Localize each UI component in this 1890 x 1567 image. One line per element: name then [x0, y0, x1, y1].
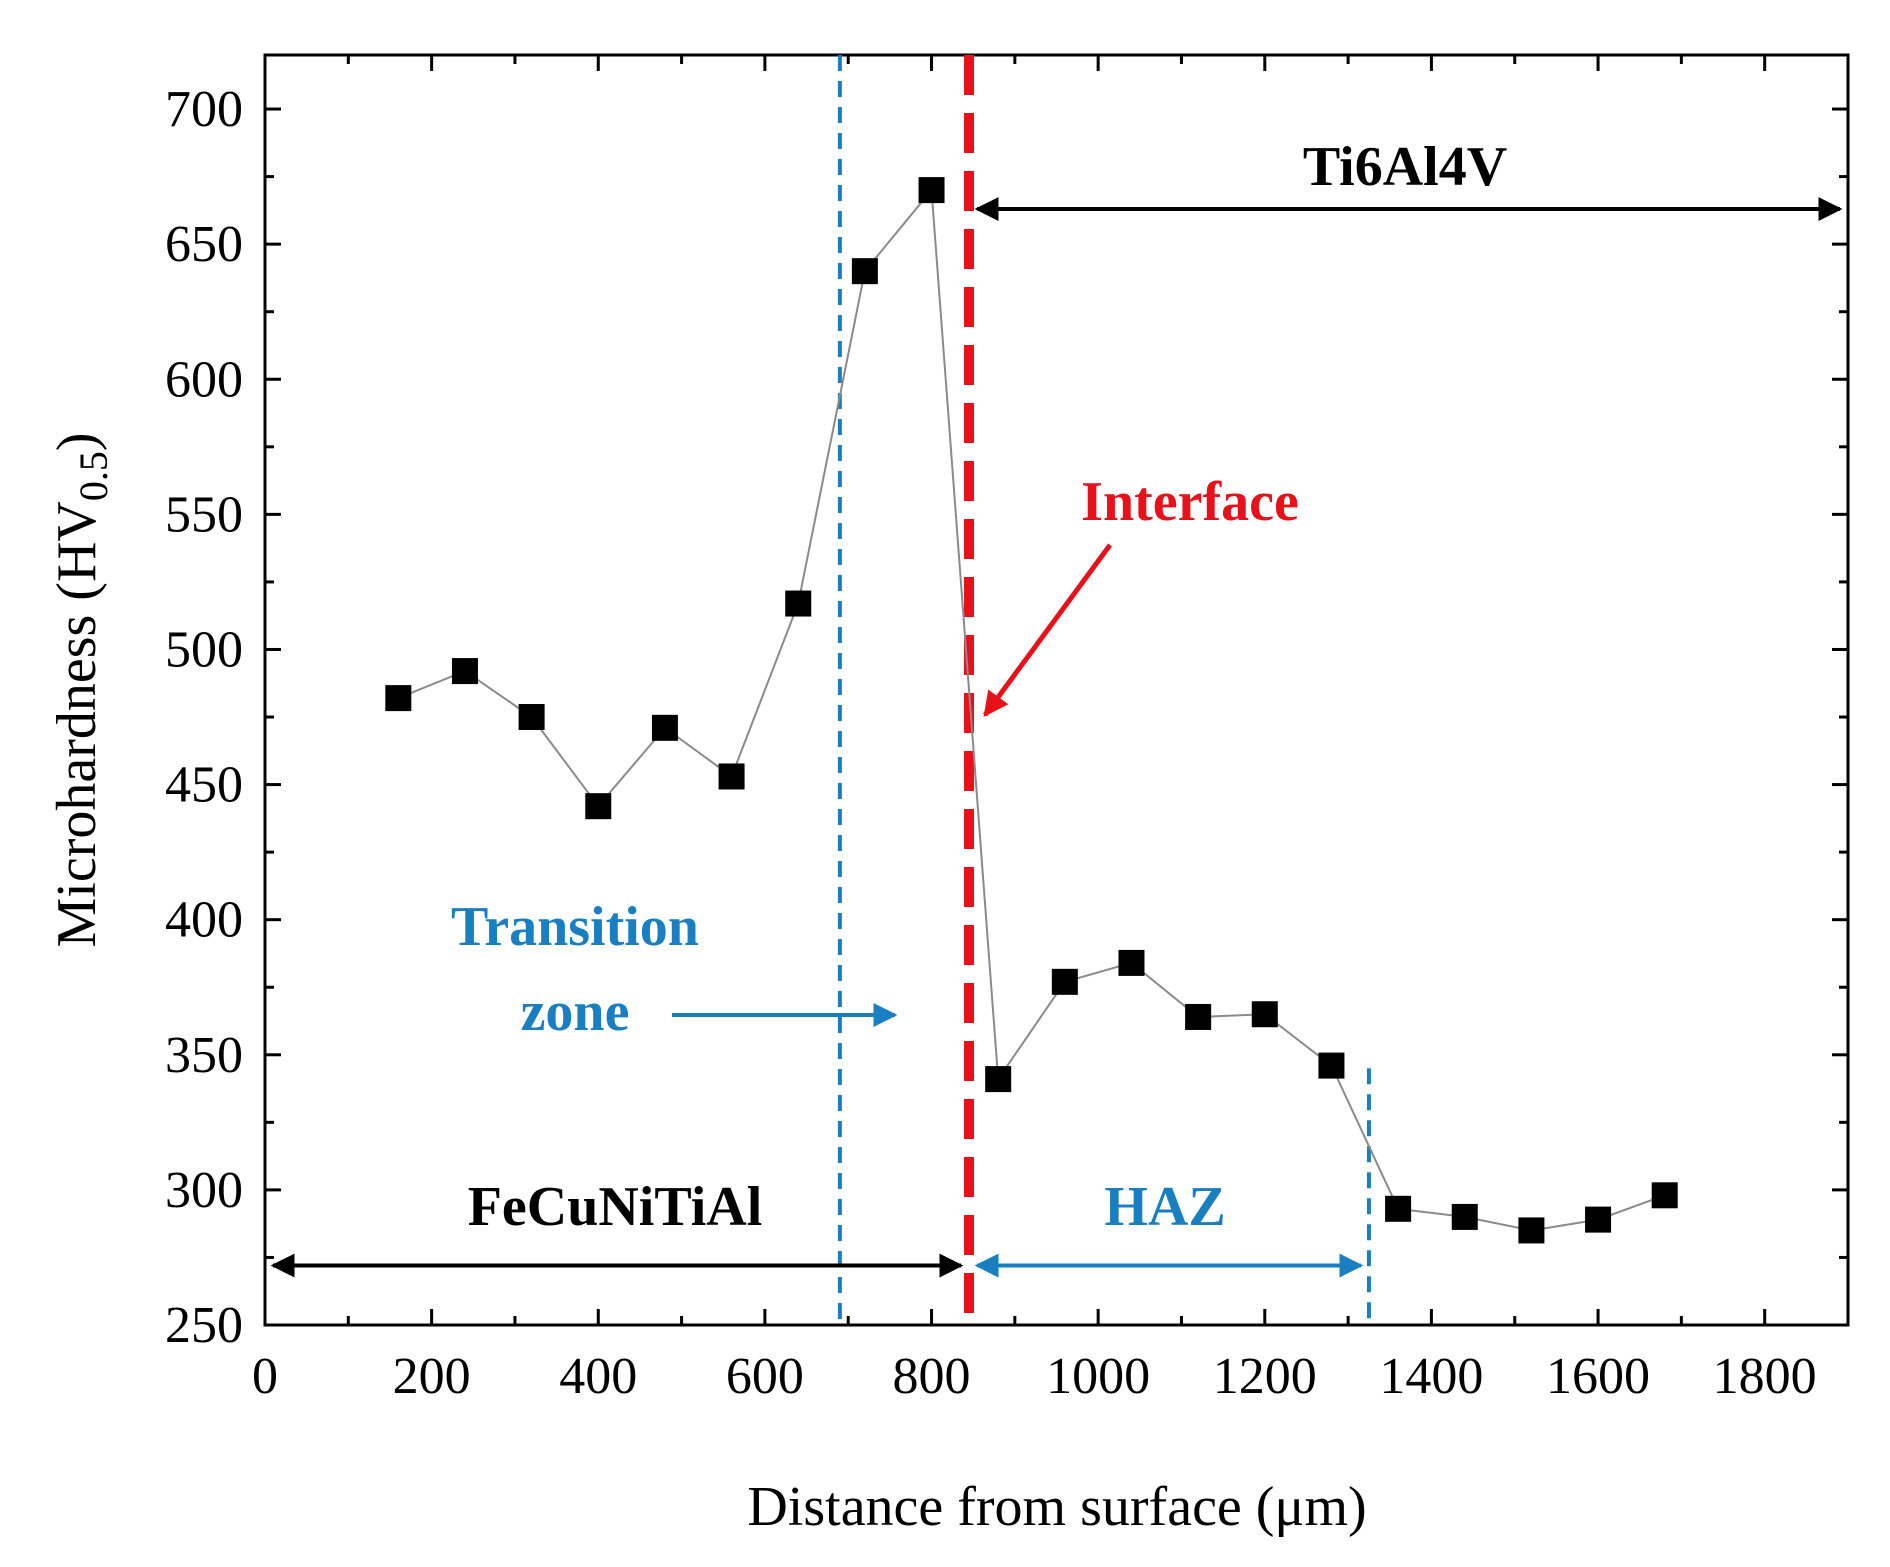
data-point: [1185, 1003, 1212, 1030]
y-tick-label: 550: [165, 486, 243, 543]
data-point: [1451, 1203, 1478, 1230]
y-tick-label: 700: [165, 81, 243, 138]
x-tick-label: 0: [252, 1348, 278, 1405]
data-point: [1051, 968, 1078, 995]
x-tick-label: 1600: [1546, 1348, 1650, 1405]
data-point: [851, 258, 878, 285]
range-arrows: [270, 197, 1843, 1278]
data-point: [585, 793, 612, 820]
data-point: [1118, 949, 1145, 976]
ti6al4v-label: Ti6Al4V: [1303, 136, 1507, 198]
x-tick-label: 1000: [1046, 1348, 1150, 1405]
y-tick-label: 650: [165, 216, 243, 273]
reference-lines: [837, 55, 1371, 1325]
x-axis-ticks: 0 200 400 600 800 1000 1200 1400 1600 1800: [252, 55, 1850, 1405]
data-point: [651, 714, 678, 741]
x-tick-label: 800: [893, 1348, 971, 1405]
y-tick-label: 450: [165, 757, 243, 814]
y-axis-title-close: ): [46, 433, 108, 452]
interface-label: Interface: [1081, 471, 1299, 533]
interface-arrow: [982, 543, 1113, 718]
data-point: [1385, 1195, 1412, 1222]
y-axis-title-subscript: 0.5: [71, 451, 116, 501]
y-tick-label: 500: [165, 621, 243, 678]
x-tick-label: 600: [726, 1348, 804, 1405]
transition-zone-label-line1: Transition: [451, 896, 699, 958]
data-point: [385, 685, 412, 712]
y-tick-label: 600: [165, 351, 243, 408]
y-tick-label: 300: [165, 1162, 243, 1219]
y-axis-title: Microhardness (HV0.5): [46, 433, 116, 948]
y-axis-ticks: 250 300 350 400 450 500 550 600 650 700: [165, 81, 1848, 1354]
data-point: [1318, 1052, 1345, 1079]
data-point: [1651, 1182, 1678, 1209]
y-tick-label: 350: [165, 1027, 243, 1084]
data-point: [518, 704, 545, 731]
x-tick-label: 200: [393, 1348, 471, 1405]
y-tick-label: 400: [165, 892, 243, 949]
x-tick-label: 400: [559, 1348, 637, 1405]
data-point: [1585, 1206, 1612, 1233]
transition-zone-label-line2: zone: [521, 981, 630, 1043]
data-point: [918, 177, 945, 204]
data-point: [1518, 1217, 1545, 1244]
x-axis-title: Distance from surface (μm): [747, 1476, 1366, 1538]
series-line: [397, 187, 1666, 1232]
data-markers: [385, 177, 1678, 1244]
data-point: [451, 658, 478, 685]
fecuniti-label: FeCuNiTiAl: [468, 1176, 763, 1238]
y-axis-title-main: Microhardness (HV: [46, 501, 108, 947]
data-point: [1251, 1001, 1278, 1028]
data-point: [718, 763, 745, 790]
data-point: [785, 590, 812, 617]
haz-label: HAZ: [1104, 1176, 1225, 1238]
x-tick-label: 1200: [1213, 1348, 1317, 1405]
data-point: [985, 1066, 1012, 1093]
x-tick-label: 1400: [1379, 1348, 1483, 1405]
x-tick-label: 1800: [1713, 1348, 1817, 1405]
ti6al4v-label-background: [1200, 100, 1610, 200]
plot-frame: [263, 53, 1850, 1327]
y-tick-label: 250: [165, 1297, 243, 1354]
